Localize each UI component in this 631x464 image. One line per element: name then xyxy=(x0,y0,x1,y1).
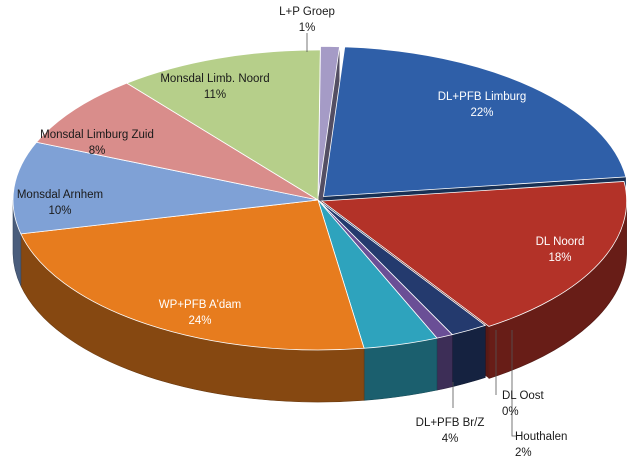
slice-label-percent: 22% xyxy=(470,107,493,119)
slice-label-dl-oost: DL Oost 0% xyxy=(502,390,545,418)
slice-dl-pfb-limburg xyxy=(323,46,627,197)
slice-label-dl-noord: DL Noord 18% xyxy=(536,236,585,264)
pie-tops xyxy=(12,46,628,351)
slice-label-l-p-groep: L+P Groep 1% xyxy=(279,6,335,34)
slice-wp-pfb-a-dam xyxy=(20,199,365,351)
slice-label-name: DL+PFB Br/Z xyxy=(416,417,485,429)
slice-label-name: L+P Groep xyxy=(279,6,335,18)
slice-monsdal-arnhem xyxy=(12,141,319,235)
leader-lines xyxy=(306,33,516,437)
slice-label-name: Monsdal Limb. Noord xyxy=(160,73,269,85)
slice-label-name: Houthalen xyxy=(515,431,567,443)
slice-label-name: DL+PFB Limburg xyxy=(438,91,527,103)
slice-label-name: DL Oost xyxy=(502,390,545,402)
slice-label-percent: 11% xyxy=(204,89,226,101)
slice-side-dl-oost xyxy=(436,334,453,391)
slice-label-monsdal-limb-noord: Monsdal Limb. Noord 11% xyxy=(160,73,269,101)
slice-label-wp-pfb-a-dam: WP+PFB A'dam 24% xyxy=(159,299,241,327)
slice-label-percent: 8% xyxy=(89,145,106,157)
slice-label-percent: 18% xyxy=(548,252,571,264)
slice-monsdal-limb-noord xyxy=(125,49,321,201)
slice-label-percent: 24% xyxy=(188,315,211,327)
slice-label-dl-pfb-br-z: DL+PFB Br/Z 4% xyxy=(416,417,485,445)
slice-label-name: Monsdal Limburg Zuid xyxy=(40,129,154,141)
slice-label-dl-pfb-limburg: DL+PFB Limburg 22% xyxy=(438,91,527,119)
slice-dl-noord xyxy=(320,181,628,327)
leader-line-houthalen xyxy=(511,330,516,437)
slice-label-name: WP+PFB A'dam xyxy=(159,299,241,311)
slice-label-percent: 1% xyxy=(299,22,316,34)
slice-label-percent: 10% xyxy=(48,205,71,217)
slice-label-percent: 2% xyxy=(515,447,532,459)
slice-l-p-groep xyxy=(317,46,340,197)
slice-label-percent: 4% xyxy=(442,433,459,445)
slice-label-name: DL Noord xyxy=(536,236,585,248)
slice-labels: DL+PFB Limburg 22% DL Noord 18% Houthalen 2% D… xyxy=(17,6,585,459)
slice-label-name: Monsdal Arnhem xyxy=(17,189,103,201)
slice-side-houthalen xyxy=(452,325,486,388)
slice-monsdal-limburg-zuid xyxy=(35,82,319,201)
slice-label-monsdal-arnhem: Monsdal Arnhem 10% xyxy=(17,189,103,217)
slice-label-monsdal-limburg-zuid: Monsdal Limburg Zuid 8% xyxy=(40,129,154,157)
slice-label-houthalen: Houthalen 2% xyxy=(515,431,567,459)
slice-label-percent: 0% xyxy=(502,406,519,418)
